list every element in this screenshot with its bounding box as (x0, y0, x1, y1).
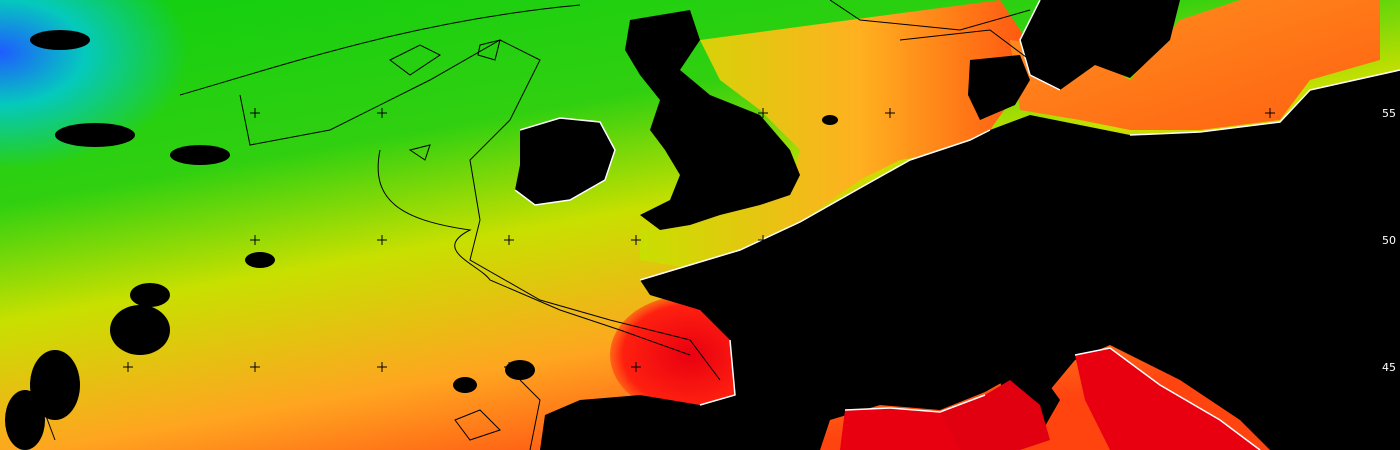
north-sea (640, 0, 1040, 270)
lat-label-55: 55 (1382, 107, 1396, 120)
land-jutland (968, 55, 1030, 120)
grid-markers (123, 108, 1275, 372)
land-ireland (515, 118, 615, 205)
lat-label-45: 45 (1382, 361, 1396, 374)
landmasses (5, 0, 1400, 450)
depth-contours (24, 0, 1031, 450)
baltic-sea (1010, 0, 1380, 130)
land-scandinavia (1020, 0, 1180, 90)
land-europe (540, 70, 1400, 450)
land-great-britain (625, 10, 800, 230)
coastlines (514, 0, 1400, 450)
lat-label-50: 50 (1382, 234, 1396, 247)
